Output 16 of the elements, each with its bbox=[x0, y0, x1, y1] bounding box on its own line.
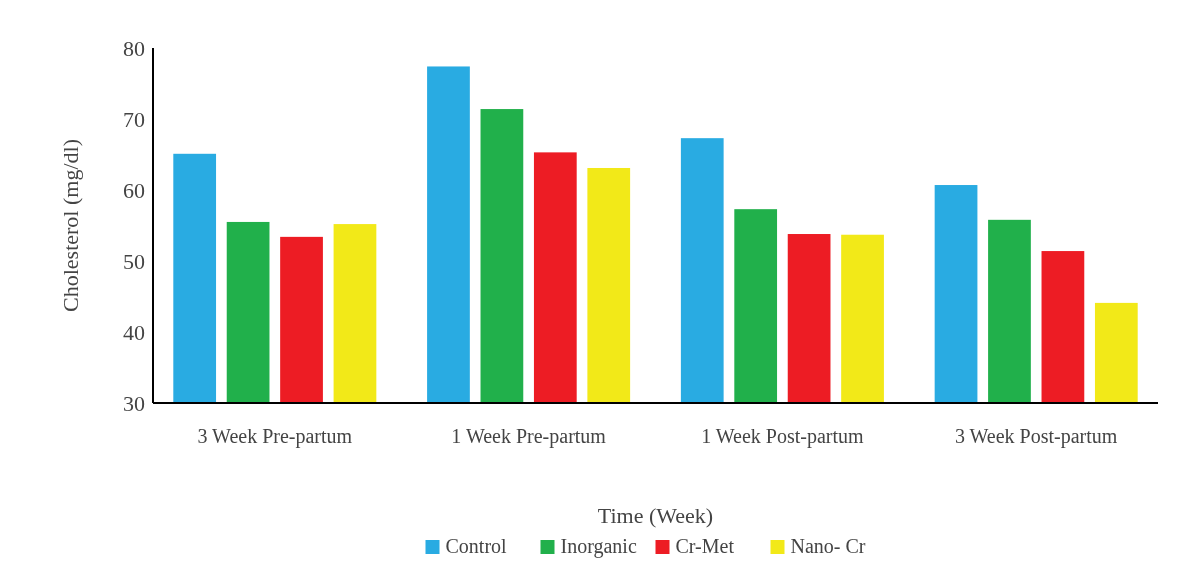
legend-label: Cr-Met bbox=[675, 535, 735, 557]
y-tick-label: 70 bbox=[123, 106, 145, 132]
legend-label: Inorganic bbox=[560, 535, 637, 558]
x-tick-label: 3 Week Pre-partum bbox=[197, 425, 353, 448]
x-tick-label: 3 Week Post-partum bbox=[954, 425, 1118, 448]
x-tick-label: 1 Week Pre-partum bbox=[451, 425, 607, 448]
legend-label: Control bbox=[445, 535, 508, 557]
y-tick-label: 30 bbox=[123, 390, 145, 416]
y-tick-label: 80 bbox=[123, 35, 145, 61]
y-tick-label: 40 bbox=[123, 319, 145, 345]
y-axis-title: Cholesterol (mg/dl) bbox=[58, 139, 83, 312]
legend-label: Nano- Cr bbox=[790, 535, 866, 557]
y-tick-label: 60 bbox=[123, 177, 145, 203]
y-tick-label: 50 bbox=[123, 248, 145, 274]
x-axis-title: Time (Week) bbox=[597, 503, 714, 528]
x-tick-label: 1 Week Post-partum bbox=[701, 425, 865, 448]
